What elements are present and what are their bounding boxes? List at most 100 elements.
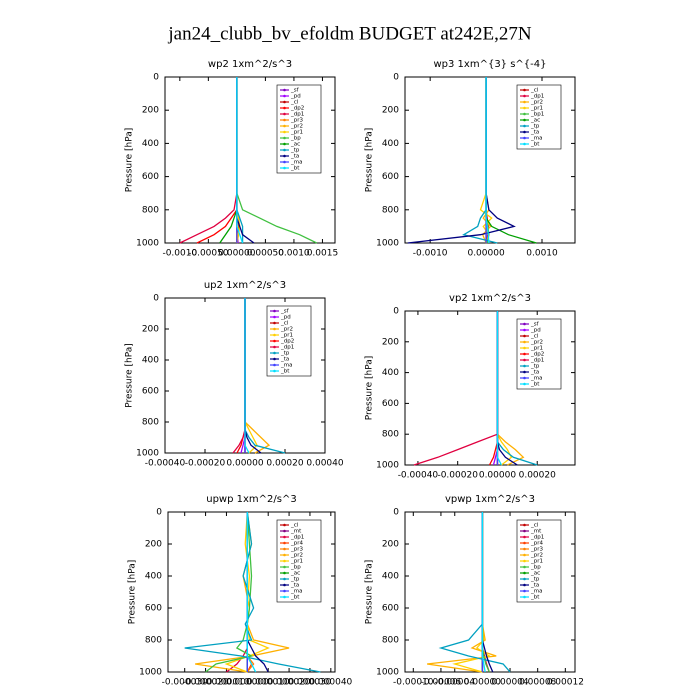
y-tick-label: 400: [382, 572, 399, 582]
legend-marker: [523, 334, 526, 338]
legend-marker: [523, 124, 526, 128]
legend-marker: [273, 351, 276, 355]
y-axis-label: Pressure [hPa]: [128, 560, 138, 625]
figure-title: jan24_clubb_bv_efoldm BUDGET at242E,27N: [167, 23, 532, 44]
series-line: [244, 298, 250, 454]
y-axis-label: Pressure [hPa]: [365, 560, 375, 625]
y-tick-label: 400: [382, 368, 399, 378]
y-tick-label: 200: [145, 540, 162, 550]
legend-marker: [283, 136, 286, 140]
legend-label: _cl: [290, 523, 299, 529]
x-tick-label: -0.00010: [393, 678, 434, 688]
x-tick-label: 0.00050: [247, 249, 284, 259]
legend-label: _pr4: [290, 541, 304, 547]
legend-marker: [523, 565, 526, 569]
legend-marker: [273, 345, 276, 349]
legend-marker: [283, 523, 286, 527]
legend-label: _tp: [290, 148, 300, 154]
legend-label: _ta: [280, 357, 289, 363]
legend-marker: [273, 369, 276, 373]
legend-label: _ta: [290, 583, 299, 589]
legend-marker: [273, 363, 276, 367]
legend-marker: [523, 94, 526, 98]
legend-label: _dp1: [290, 112, 304, 118]
legend-label: _pr1: [290, 559, 303, 565]
legend-label: _mt: [530, 529, 542, 535]
legend-label: _ta: [290, 154, 299, 160]
legend-label: _dp2: [290, 106, 304, 112]
x-tick-label: -0.00040: [398, 471, 439, 481]
legend-marker: [523, 529, 526, 533]
y-tick-label: 600: [382, 172, 399, 182]
y-tick-label: 0: [156, 508, 162, 518]
legend-label: _bt: [530, 382, 540, 388]
y-tick-label: 0: [393, 307, 399, 317]
x-tick-label: 0.00020: [519, 471, 556, 481]
legend-label: _ma: [530, 589, 542, 595]
series-line: [496, 311, 518, 466]
y-tick-label: 400: [142, 139, 159, 149]
legend-label: _pr1: [280, 333, 293, 339]
legend-label: _bt: [530, 142, 540, 148]
x-tick-label: -0.00020: [185, 459, 226, 469]
y-tick-label: 0: [153, 294, 159, 304]
legend-marker: [273, 321, 276, 325]
y-tick-label: 1000: [139, 668, 162, 678]
series-line: [481, 512, 490, 673]
legend-marker: [283, 142, 286, 146]
legend-label: _tp: [530, 577, 540, 583]
legend-marker: [523, 583, 526, 587]
legend-marker: [523, 100, 526, 104]
legend-label: _ta: [530, 370, 539, 376]
series-line: [407, 77, 516, 244]
legend-marker: [523, 88, 526, 92]
legend-label: _cl: [530, 88, 539, 94]
plot-frame: [404, 76, 576, 244]
legend-marker: [283, 160, 286, 164]
y-tick-label: 200: [382, 106, 399, 116]
legend-label: _ac: [530, 571, 540, 577]
legend-marker: [273, 333, 276, 337]
series-line: [481, 512, 494, 673]
y-tick-label: 0: [393, 508, 399, 518]
y-tick-label: 400: [142, 356, 159, 366]
legend-label: _pr1: [290, 130, 303, 136]
legend-marker: [283, 148, 286, 152]
y-tick-label: 1000: [376, 668, 399, 678]
x-tick-label: -0.00004: [435, 678, 476, 688]
series-line: [496, 311, 503, 466]
legend-marker: [283, 154, 286, 158]
legend-label: _pr2: [530, 100, 543, 106]
legend-marker: [283, 88, 286, 92]
legend-label: _dp2: [280, 339, 294, 345]
legend-marker: [283, 100, 286, 104]
legend-label: _pr2: [530, 340, 543, 346]
y-tick-label: 600: [142, 387, 159, 397]
legend-marker: [283, 529, 286, 533]
y-tick-label: 600: [145, 604, 162, 614]
y-tick-label: 200: [142, 325, 159, 335]
legend-marker: [283, 94, 286, 98]
legend-label: _cl: [280, 321, 289, 327]
legend-label: _cl: [290, 100, 299, 106]
x-tick-label: 0.00000: [467, 249, 504, 259]
y-tick-label: 1000: [376, 239, 399, 249]
panel-title: vp2 1xm^2/s^3: [449, 293, 531, 304]
series-line: [481, 512, 486, 673]
legend-label: _bt: [280, 369, 290, 375]
x-tick-label: 0.00012: [547, 678, 584, 688]
legend-marker: [283, 166, 286, 170]
y-tick-label: 800: [145, 636, 162, 646]
legend-label: _tp: [290, 577, 300, 583]
legend-marker: [523, 553, 526, 557]
x-tick-label: 0.00000: [479, 471, 516, 481]
series-line: [485, 77, 490, 244]
y-tick-label: 400: [145, 572, 162, 582]
legend-marker: [283, 553, 286, 557]
y-tick-label: 800: [382, 430, 399, 440]
y-tick-label: 800: [142, 418, 159, 428]
legend-label: _dp2: [530, 352, 544, 358]
panel-title: upwp 1xm^2/s^3: [206, 494, 296, 505]
series-line: [481, 512, 490, 673]
x-tick-label: 0.000030: [288, 678, 331, 688]
